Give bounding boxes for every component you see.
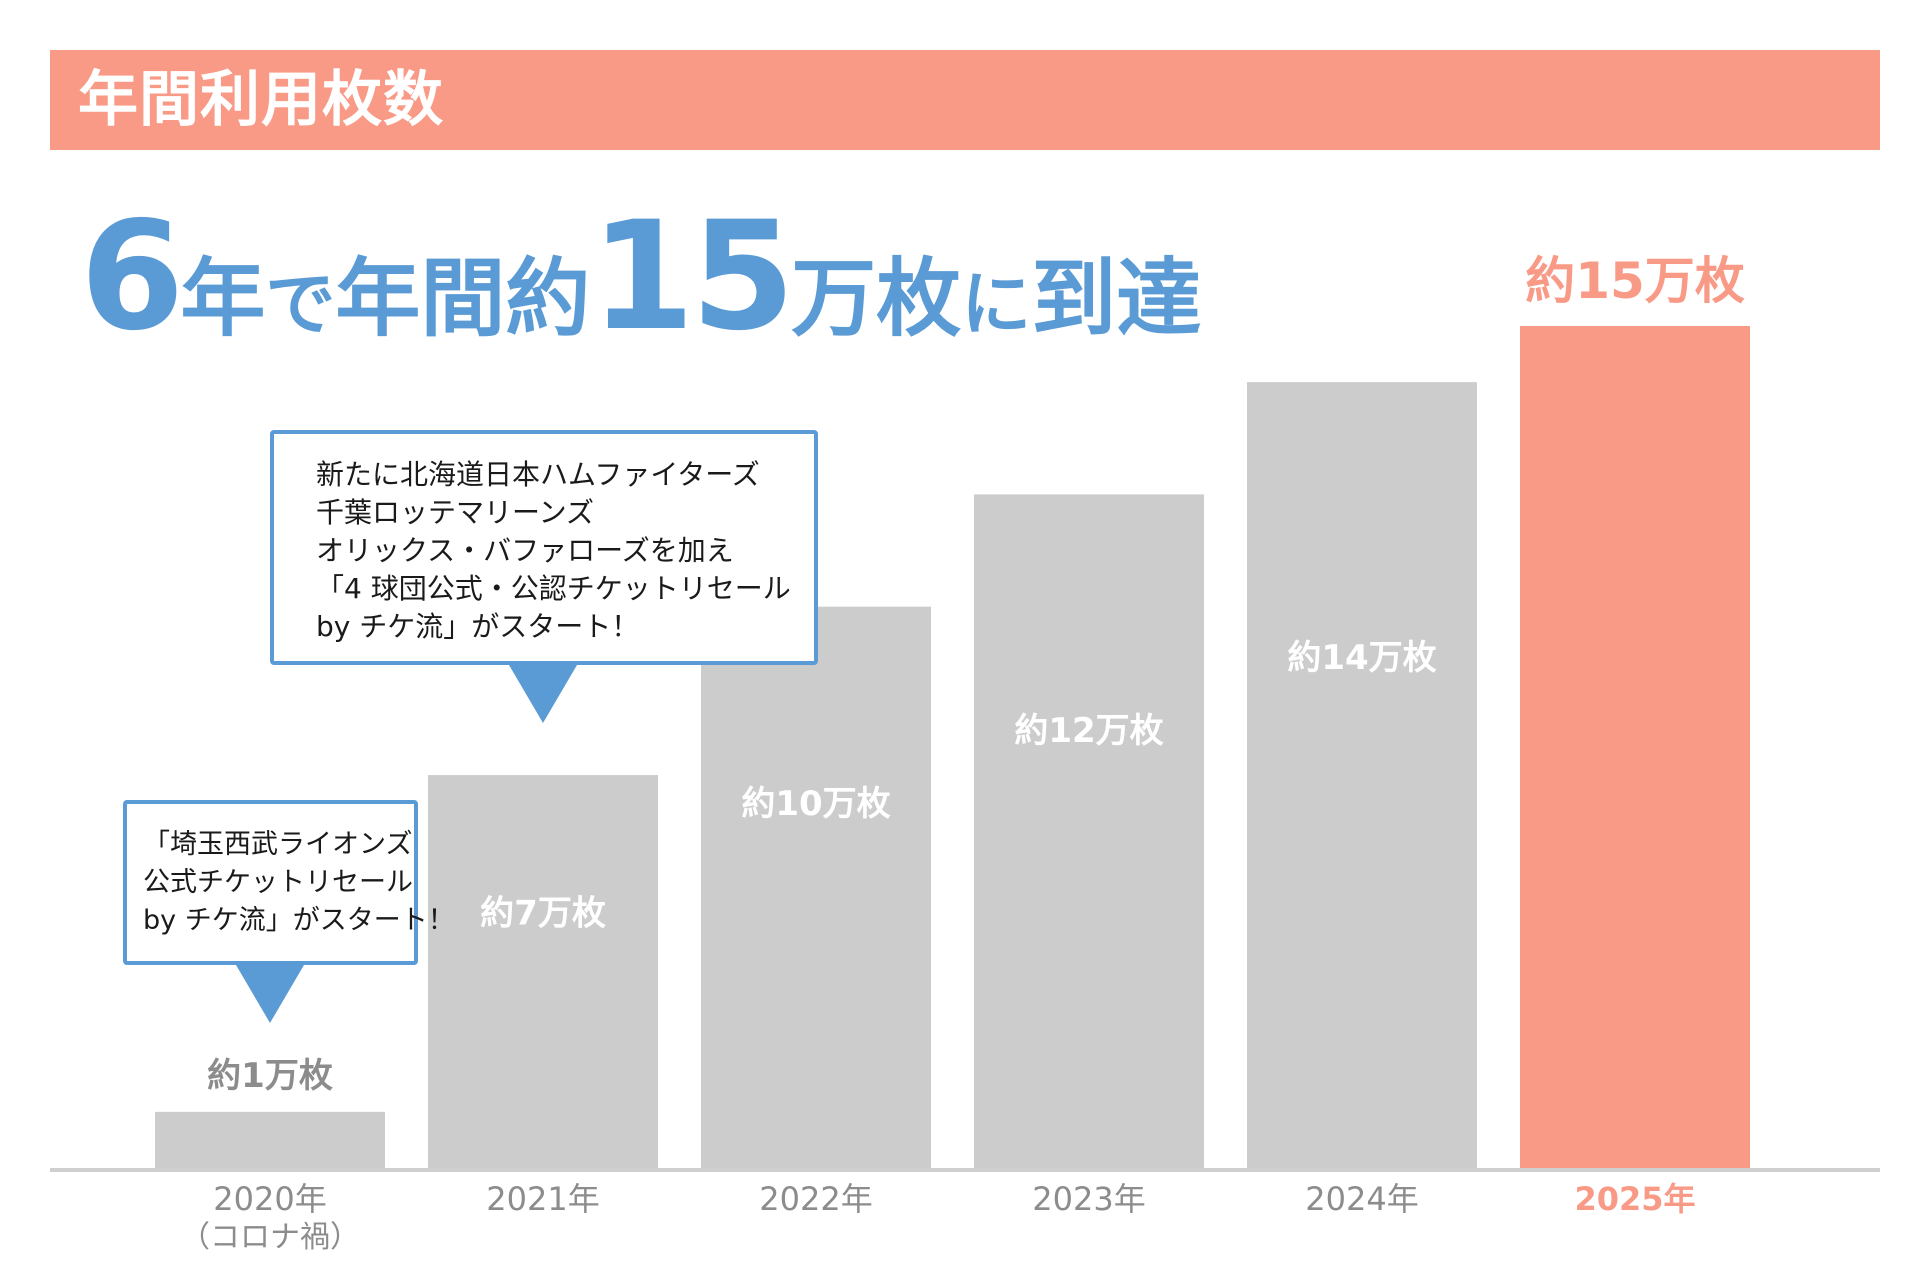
callout-2020: 「埼玉西武ライオンズ 公式チケットリセール by チケ流」がスタート！	[123, 800, 455, 965]
category-label: 2020年	[213, 1180, 326, 1218]
data-label: 約7万枚	[480, 894, 606, 934]
headline-particle-ni: に	[961, 263, 1032, 345]
data-label: 約12万枚	[1014, 711, 1163, 751]
bar-2022年	[701, 606, 931, 1168]
category-label: 2025年	[1574, 1180, 1695, 1218]
headline-annual: 年間	[335, 250, 506, 349]
category-label: 2021年	[486, 1180, 599, 1218]
headline-particle-de: で	[265, 263, 336, 345]
callout-line: 千葉ロッテマリーンズ	[316, 496, 595, 529]
bar-2020年	[155, 1111, 385, 1168]
headline-unit: 万枚	[791, 250, 962, 349]
bar-2023年	[974, 494, 1204, 1168]
callout-line: オリックス・バファローズを加え	[316, 534, 734, 567]
bar-2021年	[428, 775, 658, 1168]
data-label: 約1万枚	[207, 1056, 333, 1096]
callout-line: 「4 球団公式・公認チケットリセール	[316, 572, 791, 605]
callout-line: 新たに北海道日本ハムファイターズ	[316, 458, 760, 491]
category-note: （コロナ禍）	[180, 1220, 360, 1255]
callout-line: 公式チケットリセール	[143, 867, 413, 898]
callout-line: by チケ流」がスタート！	[143, 905, 455, 936]
bar-2024年	[1247, 382, 1477, 1169]
headline-number: 6	[80, 190, 184, 364]
category-label: 2023年	[1032, 1180, 1145, 1218]
data-label: 約10万枚	[741, 784, 890, 824]
data-label: 約14万枚	[1287, 638, 1436, 678]
callout-line: 「埼玉西武ライオンズ	[143, 829, 413, 860]
headline: 6 年 で 年間 約 15 万枚 に 到達	[80, 190, 1201, 364]
headline-reach: 到達	[1031, 250, 1202, 349]
callout-pointer	[509, 665, 577, 723]
callout-line: by チケ流」がスタート！	[316, 610, 640, 643]
data-label: 約15万枚	[1525, 252, 1745, 310]
headline-year-unit: 年	[180, 250, 266, 349]
headline-approx: 約	[505, 250, 591, 349]
callout-pointer	[236, 965, 304, 1023]
callout-2021: 新たに北海道日本ハムファイターズ 千葉ロッテマリーンズ オリックス・バファローズ…	[270, 430, 818, 665]
header-title: 年間利用枚数	[78, 65, 444, 135]
headline-amount: 15	[590, 190, 795, 364]
header-band: 年間利用枚数	[50, 50, 1880, 150]
category-label: 2022年	[759, 1180, 872, 1218]
category-label: 2024年	[1305, 1180, 1418, 1218]
bar-2025年	[1520, 326, 1750, 1168]
